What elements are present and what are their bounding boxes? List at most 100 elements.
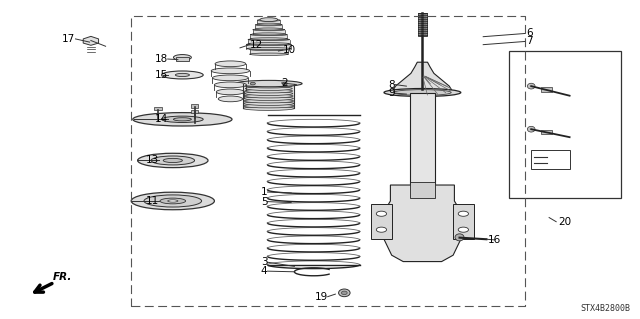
Ellipse shape bbox=[246, 48, 291, 50]
Ellipse shape bbox=[244, 92, 293, 95]
Text: STX4B2800B: STX4B2800B bbox=[580, 304, 630, 313]
Text: 19: 19 bbox=[314, 292, 328, 302]
Bar bbox=[253, 30, 285, 34]
Bar bbox=[410, 182, 435, 198]
Ellipse shape bbox=[250, 53, 288, 56]
Ellipse shape bbox=[218, 96, 243, 102]
Polygon shape bbox=[381, 185, 464, 262]
Ellipse shape bbox=[138, 153, 208, 168]
Ellipse shape bbox=[236, 80, 302, 87]
Ellipse shape bbox=[216, 89, 244, 95]
Ellipse shape bbox=[455, 234, 464, 241]
Text: 6: 6 bbox=[526, 28, 532, 39]
Bar bbox=[418, 13, 427, 36]
Ellipse shape bbox=[376, 211, 387, 216]
Bar bbox=[246, 44, 291, 49]
Ellipse shape bbox=[250, 33, 287, 36]
Ellipse shape bbox=[245, 89, 292, 93]
Text: 9: 9 bbox=[388, 88, 395, 98]
Bar bbox=[243, 84, 294, 108]
Ellipse shape bbox=[255, 24, 282, 26]
Ellipse shape bbox=[257, 23, 280, 25]
Bar bbox=[191, 110, 198, 113]
Ellipse shape bbox=[244, 94, 293, 98]
Bar bbox=[531, 150, 570, 169]
Bar bbox=[191, 104, 198, 108]
Text: FR.: FR. bbox=[52, 272, 72, 282]
Ellipse shape bbox=[161, 71, 204, 79]
Ellipse shape bbox=[384, 89, 461, 97]
Bar bbox=[250, 35, 287, 39]
Text: 16: 16 bbox=[488, 235, 501, 245]
Text: 12: 12 bbox=[250, 40, 263, 50]
Ellipse shape bbox=[173, 55, 191, 60]
Text: 18: 18 bbox=[154, 54, 168, 64]
Bar bbox=[248, 40, 289, 44]
Ellipse shape bbox=[211, 68, 250, 74]
Ellipse shape bbox=[458, 227, 468, 232]
Ellipse shape bbox=[246, 84, 292, 88]
Text: 2: 2 bbox=[282, 78, 288, 88]
Ellipse shape bbox=[243, 104, 294, 108]
Text: 11: 11 bbox=[145, 196, 159, 206]
Ellipse shape bbox=[257, 19, 280, 21]
Ellipse shape bbox=[160, 198, 186, 204]
FancyBboxPatch shape bbox=[541, 87, 552, 92]
FancyBboxPatch shape bbox=[541, 130, 552, 134]
Text: 1: 1 bbox=[261, 187, 268, 197]
Ellipse shape bbox=[253, 33, 285, 35]
Text: 8: 8 bbox=[388, 79, 395, 90]
Bar bbox=[255, 25, 282, 29]
Ellipse shape bbox=[173, 118, 191, 121]
Ellipse shape bbox=[255, 28, 282, 30]
Ellipse shape bbox=[244, 101, 294, 105]
Text: 17: 17 bbox=[62, 34, 76, 44]
Ellipse shape bbox=[527, 83, 535, 89]
Text: 10: 10 bbox=[283, 45, 296, 55]
Text: 3: 3 bbox=[261, 257, 268, 267]
Ellipse shape bbox=[168, 200, 178, 202]
Ellipse shape bbox=[244, 99, 294, 103]
Bar bbox=[509, 51, 621, 198]
Bar bbox=[257, 20, 280, 24]
Ellipse shape bbox=[282, 82, 287, 85]
Ellipse shape bbox=[253, 29, 285, 31]
Ellipse shape bbox=[342, 291, 348, 295]
Ellipse shape bbox=[161, 116, 204, 122]
Ellipse shape bbox=[131, 192, 214, 210]
Ellipse shape bbox=[248, 39, 290, 41]
Polygon shape bbox=[371, 204, 392, 239]
Ellipse shape bbox=[244, 97, 293, 100]
Polygon shape bbox=[83, 36, 99, 45]
Bar bbox=[154, 107, 162, 110]
Text: 14: 14 bbox=[154, 114, 168, 124]
Text: 20: 20 bbox=[558, 217, 572, 227]
Ellipse shape bbox=[376, 227, 387, 232]
Text: 7: 7 bbox=[526, 36, 532, 47]
Ellipse shape bbox=[151, 156, 195, 165]
Ellipse shape bbox=[163, 159, 182, 163]
Ellipse shape bbox=[215, 61, 246, 67]
Ellipse shape bbox=[246, 82, 292, 85]
Ellipse shape bbox=[248, 43, 290, 45]
Ellipse shape bbox=[250, 82, 255, 85]
Ellipse shape bbox=[246, 43, 291, 46]
Ellipse shape bbox=[458, 211, 468, 216]
Ellipse shape bbox=[214, 82, 246, 88]
Ellipse shape bbox=[133, 113, 232, 126]
Ellipse shape bbox=[144, 195, 202, 207]
Ellipse shape bbox=[175, 73, 189, 77]
Ellipse shape bbox=[250, 38, 287, 40]
Ellipse shape bbox=[243, 107, 294, 110]
Text: 5: 5 bbox=[261, 197, 268, 207]
Ellipse shape bbox=[339, 289, 350, 297]
Ellipse shape bbox=[212, 75, 248, 81]
Ellipse shape bbox=[260, 18, 278, 22]
Ellipse shape bbox=[394, 90, 451, 95]
Bar bbox=[410, 93, 435, 185]
Text: 15: 15 bbox=[154, 70, 168, 80]
Ellipse shape bbox=[250, 48, 288, 51]
Text: 4: 4 bbox=[261, 266, 268, 276]
Polygon shape bbox=[392, 62, 453, 93]
Text: 13: 13 bbox=[145, 155, 159, 166]
